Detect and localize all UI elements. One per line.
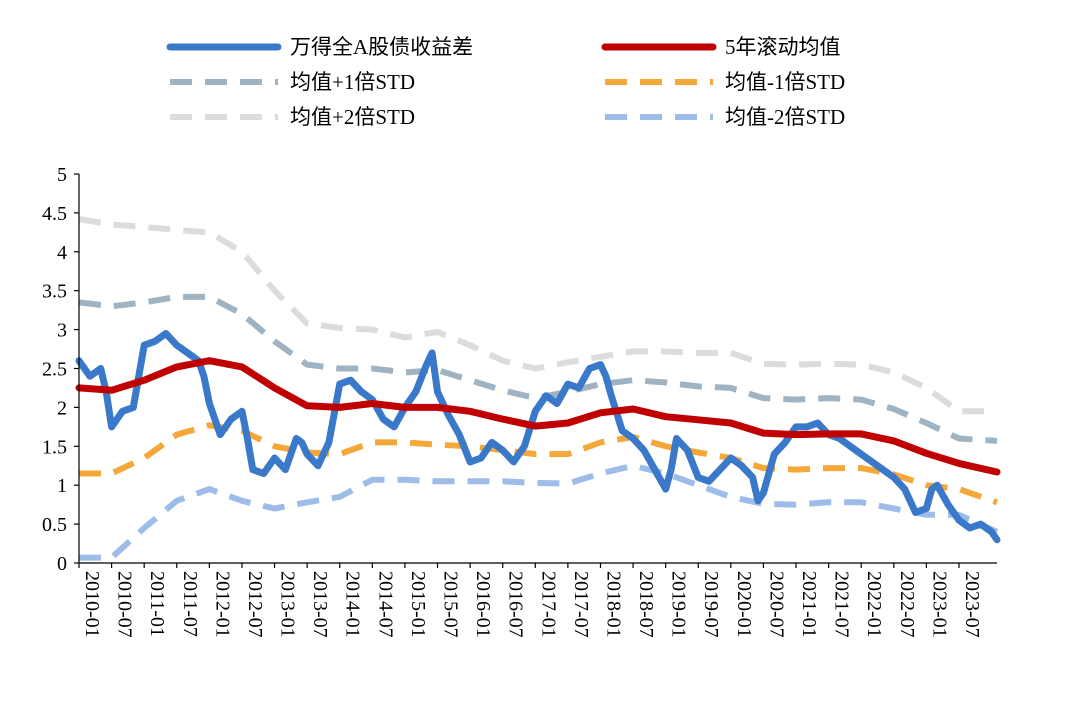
x-tick-label: 2017-07	[570, 571, 592, 638]
y-tick-label: 0	[57, 553, 67, 575]
x-tick-label: 2022-07	[896, 571, 918, 638]
x-tick-label: 2012-01	[211, 571, 233, 638]
legend-label: 均值+2倍STD	[290, 105, 415, 129]
x-tick-label: 2021-07	[831, 571, 853, 638]
y-tick-label: 4	[57, 242, 67, 264]
series-line-6	[79, 462, 999, 561]
series-line-5	[78, 216, 997, 415]
x-tick-label: 2010-07	[114, 571, 136, 638]
y-tick-label: 4.5	[42, 203, 67, 225]
x-tick-label: 2019-07	[700, 571, 722, 638]
y-tick-label: 1	[57, 475, 67, 497]
series-line-2	[75, 357, 1001, 476]
x-tick-label: 2014-07	[374, 571, 396, 638]
y-tick-label: 0.5	[42, 514, 67, 536]
x-tick-label: 2014-01	[342, 571, 364, 638]
x-tick-label: 2016-01	[472, 571, 494, 638]
x-tick-label: 2011-01	[146, 571, 168, 637]
plot-series	[75, 216, 1001, 561]
x-tick-label: 2015-07	[440, 571, 462, 638]
y-tick-label: 1.5	[42, 436, 67, 458]
legend-label: 均值-1倍STD	[725, 70, 845, 94]
x-tick-label: 2020-01	[733, 571, 755, 638]
x-tick-label: 2021-01	[798, 571, 820, 638]
x-tick-label: 2016-07	[505, 571, 527, 638]
y-tick-label: 3	[57, 320, 67, 342]
legend-label: 万得全A股债收益差	[290, 35, 473, 59]
x-tick-label: 2011-07	[179, 571, 201, 637]
axes: 0 0.5 1 1.5 2 2.5 3 3.5 4 4.5 5 2010-01 2010-07 2011-…	[42, 164, 997, 638]
x-tick-label: 2023-07	[961, 571, 983, 638]
y-tick-label: 2	[57, 397, 67, 419]
series-line-4	[79, 422, 998, 506]
series-line-3	[78, 293, 998, 444]
x-tick-label: 2013-01	[277, 571, 299, 638]
x-tick-label: 2023-01	[928, 571, 950, 638]
x-tick-label: 2020-07	[765, 571, 787, 638]
x-tick-label: 2010-01	[81, 571, 103, 638]
legend-label: 均值-2倍STD	[725, 105, 845, 129]
x-tick-label: 2013-07	[309, 571, 331, 638]
legend-label: 5年滚动均值	[725, 35, 841, 59]
x-tick-label: 2018-01	[602, 571, 624, 638]
y-tick-label: 2.5	[42, 359, 67, 381]
x-tick-label: 2022-01	[863, 571, 885, 638]
legend-label: 均值+1倍STD	[290, 70, 415, 94]
x-tick-label: 2015-01	[407, 571, 429, 638]
x-tick-label: 2017-01	[537, 571, 559, 638]
x-tick-label: 2012-07	[244, 571, 266, 638]
x-tick-label: 2018-07	[635, 571, 657, 638]
x-tick-label: 2019-01	[668, 571, 690, 638]
series-line-1	[75, 330, 1001, 544]
y-tick-label: 3.5	[42, 281, 67, 303]
y-tick-label: 5	[57, 164, 67, 186]
